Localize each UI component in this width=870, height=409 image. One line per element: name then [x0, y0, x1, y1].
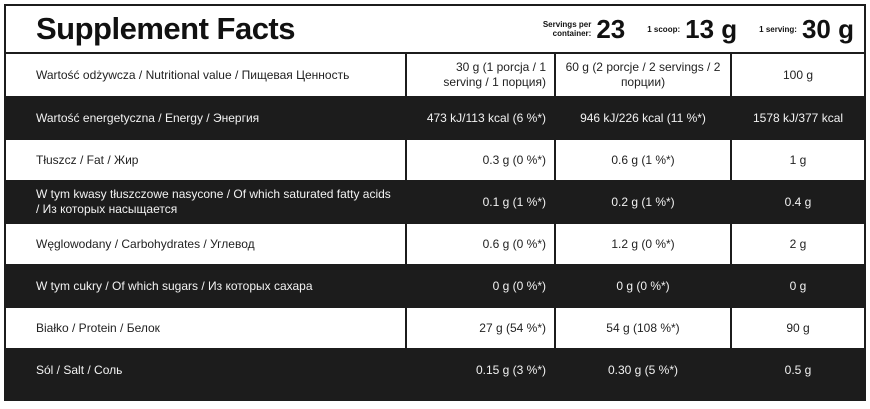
value-cell: 0.6 g (1 %*): [554, 140, 730, 180]
value-cell: 90 g: [730, 308, 864, 348]
value-cell: 0.5 g: [730, 350, 864, 390]
value-cell: 1578 kJ/377 kcal: [730, 98, 864, 138]
value-cell: 100 g: [730, 54, 864, 96]
table-row: Wartość energetyczna / Energy / Энергия 4…: [6, 96, 864, 138]
row-label: Białko / Protein / Белок: [36, 320, 160, 335]
table-row: Tłuszcz / Fat / Жир 0.3 g (0 %*) 0.6 g (1 …: [6, 138, 864, 180]
servings: Servings per container: 23: [529, 14, 625, 45]
scoop-value: 13 g: [685, 13, 738, 44]
value-cell: 54 g (108 %*): [554, 308, 730, 348]
table-row: Sól / Salt / Соль 0.15 g (3 %*) 0.30 g (5 …: [6, 348, 864, 390]
row-label: Tłuszcz / Fat / Жир: [36, 152, 139, 167]
value-cell: 0.2 g (1 %*): [554, 182, 730, 222]
scoop: 1 scoop: 13 g: [647, 14, 737, 45]
value-cell: 0 g (0 %*): [405, 266, 554, 306]
title: Supplement Facts: [36, 11, 296, 46]
supplement-facts-panel: Supplement Facts Servings per container:…: [4, 4, 866, 401]
value-cell: 0 g (0 %*): [554, 266, 730, 306]
table-row: W tym kwasy tłuszczowe nasycone / Of whi…: [6, 180, 864, 222]
value-cell: 0.1 g (1 %*): [405, 182, 554, 222]
value-cell: 60 g (2 porcje / 2 servings / 2 порции): [554, 54, 730, 96]
servings-label: Servings per container:: [542, 20, 592, 38]
value-cell: 0.15 g (3 %*): [405, 350, 554, 390]
serving: 1 serving: 30 g: [759, 14, 854, 45]
scoop-label: 1 scoop:: [647, 24, 681, 34]
row-label: W tym kwasy tłuszczowe nasycone / Of whi…: [36, 187, 391, 216]
row-label: Węglowodany / Carbohydrates / Углевод: [36, 236, 255, 251]
value-cell: 946 kJ/226 kcal (11 %*): [554, 98, 730, 138]
nutrition-table: Wartość odżywcza / Nutritional value / П…: [6, 52, 864, 390]
value-cell: 2 g: [730, 224, 864, 264]
value-cell: 0.3 g (0 %*): [405, 140, 554, 180]
header-bar: Supplement Facts Servings per container:…: [6, 6, 864, 52]
row-label: Wartość energetyczna / Energy / Энергия: [36, 110, 260, 125]
value-cell: 473 kJ/113 kcal (6 %*): [405, 98, 554, 138]
table-row: Białko / Protein / Белок 27 g (54 %*) 54 g…: [6, 306, 864, 348]
value-cell: 1.2 g (0 %*): [554, 224, 730, 264]
row-label: W tym cukry / Of which sugars / Из котор…: [36, 278, 313, 293]
value-cell: 0.30 g (5 %*): [554, 350, 730, 390]
table-row: Wartość odżywcza / Nutritional value / П…: [6, 52, 864, 96]
servings-value: 23: [596, 13, 626, 44]
table-row: Węglowodany / Carbohydrates / Углевод 0.6…: [6, 222, 864, 264]
value-cell: 30 g (1 porcja / 1 serving / 1 порция): [405, 54, 554, 96]
table-row: W tym cukry / Of which sugars / Из котор…: [6, 264, 864, 306]
serving-value: 30 g: [801, 13, 854, 44]
row-label: Sól / Salt / Соль: [36, 362, 123, 377]
value-cell: 0.6 g (0 %*): [405, 224, 554, 264]
value-cell: 27 g (54 %*): [405, 308, 554, 348]
value-cell: 0.4 g: [730, 182, 864, 222]
serving-label: 1 serving:: [759, 24, 797, 34]
value-cell: 1 g: [730, 140, 864, 180]
row-label: Wartość odżywcza / Nutritional value / П…: [36, 67, 350, 82]
value-cell: 0 g: [730, 266, 864, 306]
